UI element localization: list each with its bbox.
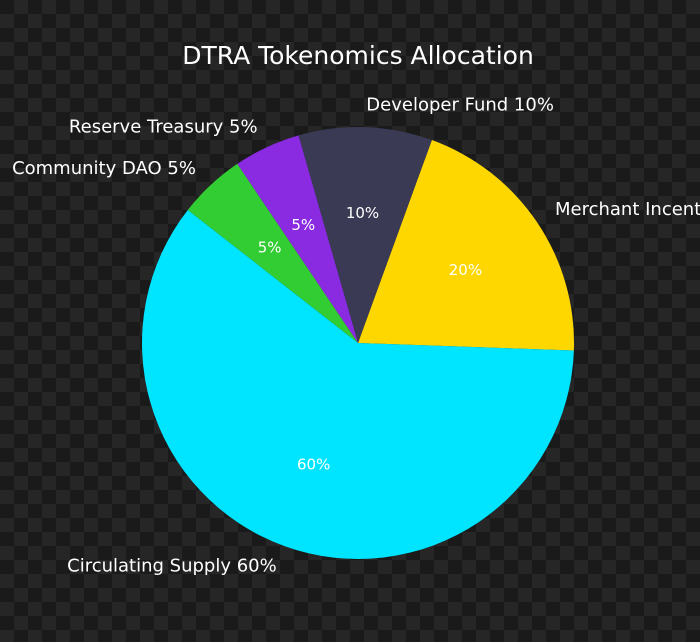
pie-outer-label-developer-fund: Developer Fund 10% — [366, 95, 554, 116]
pie-slice-developer-fund — [298, 127, 432, 343]
pie-slices — [141, 127, 574, 559]
pie-percent-label-merchant-incentives: 20% — [449, 261, 482, 279]
pie-outer-labels: Merchant Incentives 20% Developer Fund 10… — [12, 95, 700, 577]
pie-percent-labels: 20% 10% 5% 5% 60% — [258, 204, 482, 473]
chart-title: DTRA Tokenomics Allocation — [182, 41, 534, 70]
pie-outer-label-circulating-supply: Circulating Supply 60% — [67, 555, 277, 576]
pie-slice-reserve-treasury — [237, 135, 358, 343]
pie-slice-circulating-supply — [141, 210, 574, 559]
pie-percent-label-community-dao: 5% — [258, 239, 282, 257]
pie-slice-community-dao — [187, 163, 358, 343]
pie-outer-label-reserve-treasury: Reserve Treasury 5% — [69, 117, 258, 138]
pie-outer-label-community-dao: Community DAO 5% — [12, 158, 196, 179]
pie-outer-label-merchant-incentives: Merchant Incentives 20% — [555, 199, 700, 220]
pie-percent-label-reserve-treasury: 5% — [291, 216, 315, 234]
pie-percent-label-developer-fund: 10% — [346, 204, 379, 222]
pie-slice-merchant-incentives — [358, 140, 574, 351]
pie-percent-label-circulating-supply: 60% — [297, 455, 330, 473]
